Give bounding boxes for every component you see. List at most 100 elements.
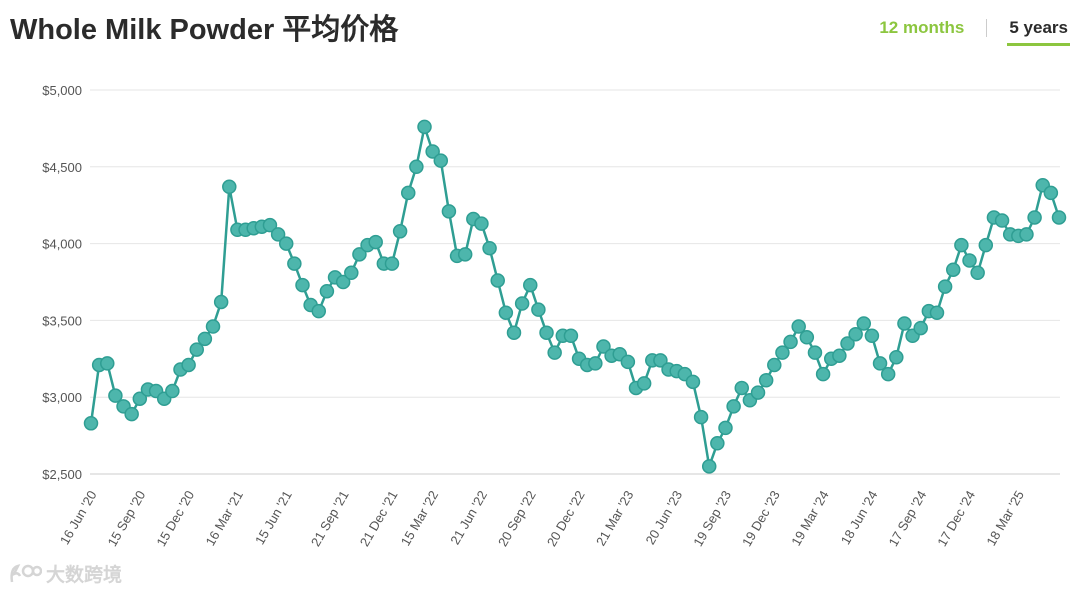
data-point xyxy=(498,305,514,320)
data-point xyxy=(588,356,603,371)
data-point xyxy=(425,144,440,159)
data-point xyxy=(880,366,896,382)
data-point xyxy=(872,356,888,371)
y-tick-label: $3,500 xyxy=(42,313,82,328)
data-point xyxy=(523,277,538,293)
data-point xyxy=(636,376,652,391)
data-point xyxy=(929,305,945,320)
data-point xyxy=(433,153,449,168)
tab-12-months[interactable]: 12 months xyxy=(879,18,965,37)
y-tick-label: $4,500 xyxy=(42,160,82,175)
data-point xyxy=(384,256,400,271)
data-point xyxy=(783,334,798,350)
x-tick-label: 17 Sep '24 xyxy=(885,488,929,549)
x-tick-label: 19 Mar '24 xyxy=(788,488,831,548)
data-point xyxy=(287,256,302,271)
data-point xyxy=(767,357,782,373)
data-point xyxy=(775,345,790,360)
watermark-logo-icon xyxy=(10,563,42,582)
data-point xyxy=(417,119,432,135)
x-tick-label: 21 Sep '21 xyxy=(308,488,352,549)
data-point xyxy=(108,388,123,403)
data-point xyxy=(311,303,327,319)
x-tick-label: 16 Jun '20 xyxy=(57,488,100,547)
data-point xyxy=(653,353,668,368)
x-tick-label: 20 Jun '23 xyxy=(642,488,685,547)
x-tick-label: 21 Mar '23 xyxy=(593,488,636,548)
data-point xyxy=(124,406,139,422)
tab-5-years[interactable]: 5 years xyxy=(1007,16,1070,46)
x-tick-label: 18 Jun '24 xyxy=(838,488,881,547)
data-point xyxy=(864,328,880,344)
x-tick-label: 19 Dec '23 xyxy=(739,488,783,549)
data-point xyxy=(409,159,424,175)
data-point xyxy=(913,320,928,336)
data-point xyxy=(563,328,579,344)
data-point xyxy=(946,262,961,277)
range-tabs: 12 months 5 years xyxy=(877,16,1070,46)
data-point xyxy=(693,409,709,425)
data-point xyxy=(295,277,310,293)
data-point xyxy=(620,354,636,370)
data-point xyxy=(726,399,741,414)
data-point xyxy=(213,294,229,310)
data-point xyxy=(539,325,554,340)
data-point xyxy=(514,296,530,311)
y-tick-label: $4,000 xyxy=(42,237,82,252)
data-point xyxy=(994,213,1010,228)
data-point xyxy=(457,247,473,262)
data-point xyxy=(278,236,294,251)
data-point xyxy=(132,391,148,406)
watermark: 大数跨境 xyxy=(8,560,122,587)
data-point xyxy=(352,247,367,262)
x-tick-label: 20 Sep '22 xyxy=(495,488,539,549)
data-point xyxy=(165,383,180,399)
x-tick-label: 17 Dec '24 xyxy=(934,488,978,549)
data-point xyxy=(197,331,213,347)
data-point xyxy=(791,319,806,334)
data-point xyxy=(531,302,546,317)
data-point xyxy=(1043,185,1059,201)
x-tick-label: 18 Mar '25 xyxy=(983,488,1026,548)
data-point xyxy=(222,179,237,195)
data-point xyxy=(1027,210,1042,225)
data-point xyxy=(490,273,505,288)
data-point xyxy=(954,237,969,253)
data-point xyxy=(368,234,383,250)
x-tick-label: 20 Dec '22 xyxy=(544,488,588,549)
data-point xyxy=(506,325,522,340)
x-tick-label: 15 Jun '21 xyxy=(252,488,295,547)
x-tick-label: 21 Dec '21 xyxy=(357,488,401,549)
data-point xyxy=(547,345,562,360)
data-point xyxy=(441,204,457,219)
data-point xyxy=(962,253,977,268)
data-point xyxy=(400,185,416,201)
data-point xyxy=(1019,227,1034,242)
data-point xyxy=(701,459,717,474)
data-point xyxy=(970,265,985,281)
data-point xyxy=(100,356,115,371)
x-tick-label: 15 Dec '20 xyxy=(153,488,197,549)
series-line xyxy=(89,125,1061,468)
data-point xyxy=(335,274,351,290)
data-point xyxy=(897,316,912,331)
y-tick-label: $3,000 xyxy=(42,390,82,405)
data-point xyxy=(937,279,953,294)
y-tick-label: $2,500 xyxy=(42,467,82,482)
data-point xyxy=(685,374,701,390)
data-point xyxy=(840,336,855,351)
data-point xyxy=(319,283,335,299)
data-point xyxy=(1051,210,1067,225)
data-point xyxy=(270,227,286,242)
page-title: Whole Milk Powder 平均价格 xyxy=(10,14,399,46)
data-point xyxy=(856,316,872,331)
data-point xyxy=(189,342,204,357)
data-point xyxy=(758,373,774,388)
data-point xyxy=(848,326,863,342)
data-point xyxy=(482,240,497,256)
data-point xyxy=(807,345,823,360)
x-tick-label: 15 Sep '20 xyxy=(105,488,149,549)
data-point xyxy=(710,436,725,451)
data-point xyxy=(799,330,815,345)
